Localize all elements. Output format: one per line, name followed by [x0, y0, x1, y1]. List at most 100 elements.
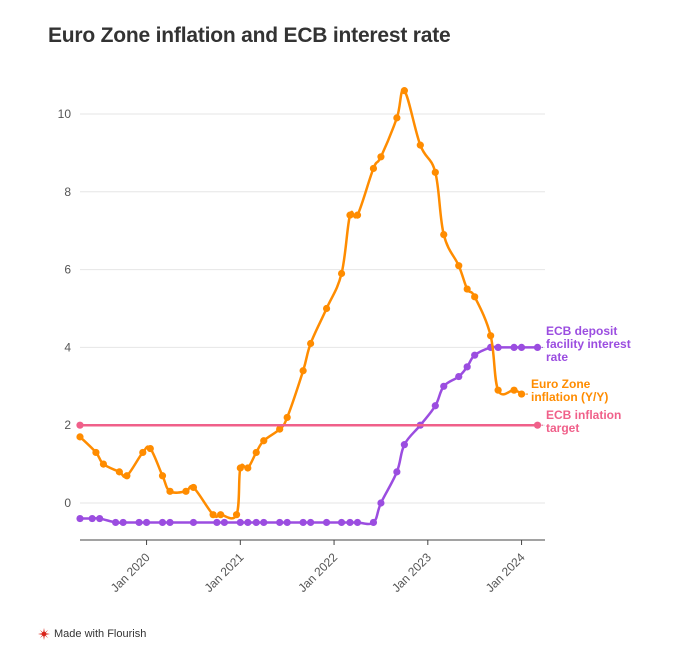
- series-label-line: rate: [546, 350, 568, 364]
- data-point[interactable]: [322, 304, 331, 313]
- data-point[interactable]: [431, 168, 439, 176]
- data-point[interactable]: [369, 164, 378, 173]
- data-point[interactable]: [494, 386, 502, 394]
- data-point[interactable]: [377, 153, 385, 161]
- data-point[interactable]: [307, 339, 315, 348]
- data-point[interactable]: [455, 262, 463, 270]
- data-point[interactable]: [377, 499, 385, 507]
- data-point[interactable]: [189, 483, 198, 492]
- y-tick-label: 8: [64, 185, 71, 199]
- data-point[interactable]: [232, 511, 241, 519]
- data-point[interactable]: [431, 402, 439, 410]
- data-point[interactable]: [158, 518, 167, 527]
- data-point[interactable]: [112, 518, 120, 527]
- data-point[interactable]: [236, 464, 244, 472]
- data-point[interactable]: [393, 114, 401, 122]
- data-point[interactable]: [166, 518, 174, 527]
- data-point[interactable]: [252, 518, 260, 527]
- data-point[interactable]: [440, 382, 448, 390]
- data-point[interactable]: [276, 518, 284, 527]
- data-point[interactable]: [283, 413, 291, 422]
- data-point[interactable]: [96, 514, 104, 523]
- y-tick-label: 6: [64, 263, 71, 277]
- grid-lines: [80, 113, 545, 504]
- data-point[interactable]: [463, 285, 471, 293]
- data-point[interactable]: [217, 511, 225, 519]
- data-point[interactable]: [283, 518, 291, 527]
- data-point[interactable]: [189, 518, 198, 527]
- data-point[interactable]: [440, 230, 448, 239]
- data-point[interactable]: [276, 425, 284, 433]
- series-label: Euro Zone inflation (Y/Y): [531, 377, 608, 404]
- data-point[interactable]: [494, 343, 502, 351]
- data-point[interactable]: [346, 518, 354, 527]
- data-point[interactable]: [88, 514, 96, 523]
- data-point[interactable]: [455, 372, 463, 381]
- data-point[interactable]: [209, 511, 217, 519]
- series-ecb-inflation-target: [76, 421, 542, 429]
- data-point[interactable]: [393, 468, 401, 476]
- series-label-line: Euro Zone: [531, 377, 591, 391]
- data-point[interactable]: [416, 141, 424, 149]
- data-point[interactable]: [92, 448, 100, 457]
- data-point[interactable]: [517, 390, 526, 398]
- data-point[interactable]: [353, 211, 362, 219]
- series-euro-zone-inflation-y-y: [76, 87, 526, 520]
- x-tick-label: Jan 2022: [295, 550, 340, 595]
- flourish-credit[interactable]: Made with Flourish: [38, 628, 146, 640]
- data-point[interactable]: [115, 468, 123, 476]
- data-point[interactable]: [182, 487, 190, 495]
- data-point[interactable]: [252, 448, 260, 457]
- series-label: ECB inflation target: [546, 408, 621, 435]
- data-point[interactable]: [236, 518, 244, 527]
- data-point[interactable]: [346, 211, 354, 219]
- data-point[interactable]: [471, 351, 479, 359]
- data-point[interactable]: [400, 87, 408, 95]
- data-point[interactable]: [299, 518, 307, 527]
- data-point[interactable]: [487, 332, 495, 340]
- data-point[interactable]: [142, 518, 151, 527]
- data-point[interactable]: [244, 518, 252, 527]
- data-point[interactable]: [533, 421, 542, 429]
- series-line: [78, 345, 539, 526]
- data-point[interactable]: [220, 518, 228, 527]
- data-point[interactable]: [244, 464, 252, 472]
- series-ecb-deposit-facility-interest-rate: [76, 343, 542, 527]
- data-point[interactable]: [146, 444, 154, 453]
- data-point[interactable]: [158, 472, 167, 480]
- data-point[interactable]: [99, 460, 108, 468]
- data-point[interactable]: [135, 518, 143, 527]
- x-tick-label: Jan 2024: [483, 550, 528, 595]
- y-tick-label: 4: [64, 340, 71, 354]
- data-point[interactable]: [299, 367, 307, 375]
- data-point[interactable]: [510, 386, 518, 394]
- data-point[interactable]: [76, 514, 84, 523]
- data-point[interactable]: [510, 343, 518, 351]
- data-point[interactable]: [337, 518, 346, 527]
- data-point[interactable]: [119, 518, 127, 527]
- data-point[interactable]: [322, 518, 331, 527]
- data-point[interactable]: [463, 363, 471, 371]
- x-tick-label: Jan 2021: [202, 550, 247, 595]
- x-tick-label: Jan 2020: [108, 550, 153, 595]
- data-point[interactable]: [337, 269, 346, 278]
- data-point[interactable]: [76, 433, 84, 441]
- data-point[interactable]: [166, 487, 174, 495]
- footer-text: Made with Flourish: [54, 628, 147, 640]
- data-point[interactable]: [533, 343, 542, 351]
- data-point[interactable]: [76, 421, 84, 429]
- data-point[interactable]: [260, 518, 268, 527]
- series-label-line: inflation (Y/Y): [531, 390, 608, 404]
- flourish-logo-icon: [38, 628, 50, 640]
- data-point[interactable]: [517, 343, 526, 351]
- data-point[interactable]: [369, 518, 378, 527]
- data-point[interactable]: [471, 293, 479, 301]
- data-point[interactable]: [213, 518, 221, 527]
- data-point[interactable]: [307, 518, 315, 527]
- data-point[interactable]: [400, 441, 408, 449]
- y-tick-label: 2: [64, 418, 71, 432]
- data-point[interactable]: [123, 472, 131, 480]
- data-point[interactable]: [353, 518, 362, 527]
- data-point[interactable]: [139, 448, 147, 457]
- data-point[interactable]: [260, 437, 268, 445]
